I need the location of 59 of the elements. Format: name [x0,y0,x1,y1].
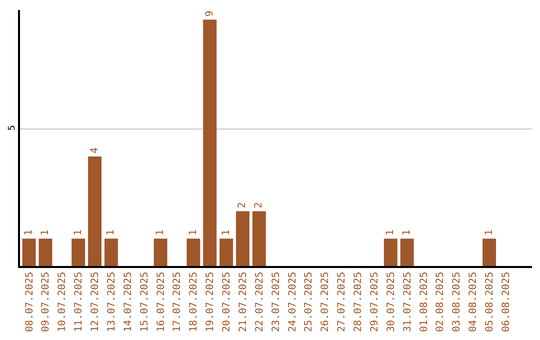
x-tick-label: 26.07.2025 [320,272,332,332]
x-tick-label: 19.07.2025 [205,272,216,332]
x-tick-label: 16.07.2025 [156,272,167,332]
x-tick-label: 02.08.2025 [435,272,446,332]
x-tick-label: 31.07.2025 [402,272,414,332]
bar [482,238,496,266]
data-label: 2 [237,202,248,208]
data-label: 1 [155,230,166,236]
data-label: 9 [204,10,216,17]
data-label: 1 [106,230,117,236]
x-tick-label: 01.08.2025 [418,272,430,332]
x-tick-label: 20.07.2025 [222,272,233,332]
x-tick-label: 29.07.2025 [369,272,380,332]
data-label: 1 [188,230,199,236]
bar [38,238,52,266]
bar [400,238,414,266]
x-tick-label: 12.07.2025 [90,272,102,332]
y-tick-label: 5 [8,125,18,130]
x-tick-label: 18.07.2025 [188,272,200,332]
bar [72,238,86,266]
bar [104,238,118,266]
data-label: 1 [484,230,495,236]
x-tick-label: 04.08.2025 [468,272,480,332]
data-label: 2 [254,202,265,208]
bar [220,238,234,266]
bar [236,211,250,266]
x-tick-label: 11.07.2025 [74,272,85,332]
bar [22,238,36,266]
x-tick-label: 30.07.2025 [386,272,397,332]
x-tick-label: 21.07.2025 [238,272,249,332]
data-label: 1 [24,230,35,236]
x-tick-label: 17.07.2025 [172,272,184,332]
x-tick-label: 08.07.2025 [24,272,36,332]
x-tick-label: 09.07.2025 [40,272,52,332]
x-tick-label: 24.07.2025 [287,272,298,332]
x-tick-label: 15.07.2025 [139,272,150,332]
data-label: 1 [220,230,232,236]
x-tick-label: 23.07.2025 [270,272,282,332]
bar [384,238,398,266]
data-label: 1 [385,230,396,236]
data-label: 1 [40,230,51,236]
x-tick-label: 10.07.2025 [57,272,68,332]
x-tick-label: 14.07.2025 [122,272,134,332]
bar [154,238,168,266]
x-tick-label: 06.08.2025 [500,272,512,332]
bar [252,211,266,266]
x-tick-label: 22.07.2025 [254,272,266,332]
x-tick-label: 25.07.2025 [304,272,315,332]
bar [88,156,102,266]
x-tick-label: 28.07.2025 [353,272,364,332]
data-label: 4 [89,147,100,154]
x-tick-label: 27.07.2025 [336,272,348,332]
bar [203,20,217,266]
x-tick-label: 05.08.2025 [484,272,496,332]
bar [186,238,200,266]
x-tick-label: 13.07.2025 [106,272,118,332]
data-label: 1 [72,230,84,236]
x-tick-label: 03.08.2025 [452,272,463,332]
data-label: 1 [402,230,413,236]
